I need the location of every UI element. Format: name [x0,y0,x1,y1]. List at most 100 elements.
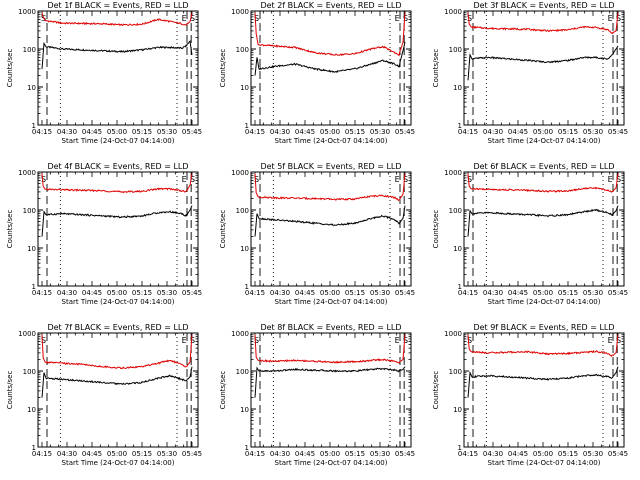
y-tick-label: 1000 [231,330,249,338]
y-tick-label: 10 [453,245,462,253]
start-marker: S [190,14,195,23]
y-tick-label: 100 [23,207,36,215]
panel-title: Det 8f BLACK = Events, RED = LLD [260,323,401,332]
x-tick-label: 05:45 [182,450,202,458]
x-tick-label: 05:30 [583,289,603,297]
y-axis-label: Counts/sec [219,49,227,88]
y-tick-label: 1000 [18,169,36,177]
start-marker: S [616,175,621,184]
events-series-line [254,42,406,76]
y-tick-label: 1 [32,283,36,291]
x-tick-label: 05:00 [533,128,553,136]
end-marker: E [182,14,187,23]
x-tick-label: 04:15 [245,289,265,297]
start-marker: S [403,175,408,184]
panel-title: Det 1f BLACK = Events, RED = LLD [47,1,188,10]
x-tick-label: 04:30 [270,289,290,297]
y-tick-label: 10 [453,84,462,92]
y-tick-label: 1 [32,122,36,130]
y-tick-label: 10 [27,84,36,92]
x-tick-label: 05:15 [558,289,578,297]
x-tick-label: 05:30 [370,450,390,458]
x-tick-label: 05:15 [345,450,365,458]
x-tick-label: 04:15 [32,128,52,136]
panel-title: Det 2f BLACK = Events, RED = LLD [260,1,401,10]
start-marker: S [616,336,621,345]
y-tick-label: 1 [245,283,249,291]
panel-det-6: Det 6f BLACK = Events, RED = LLD 1 10 100 10… [432,162,628,306]
events-series-line [41,40,193,69]
lld-series-line [41,12,193,27]
x-tick-label: 05:45 [182,128,202,136]
y-tick-label: 1 [458,444,462,452]
x-tick-label: 04:45 [295,289,315,297]
x-tick-label: 05:00 [320,450,340,458]
x-tick-label: 05:30 [583,128,603,136]
y-tick-label: 100 [236,368,249,376]
y-axis-label: Counts/sec [219,210,227,249]
y-tick-label: 100 [23,368,36,376]
lld-series-line [41,334,193,370]
y-tick-label: 100 [449,46,462,54]
panel-title: Det 3f BLACK = Events, RED = LLD [473,1,614,10]
x-tick-label: 04:30 [270,450,290,458]
lld-series-line [254,173,406,202]
y-tick-label: 1 [245,122,249,130]
x-tick-label: 05:30 [157,128,177,136]
plot-frame [37,171,199,287]
start-marker: S [41,175,46,184]
start-marker: S [41,336,46,345]
x-tick-label: 04:15 [458,289,478,297]
y-tick-label: 1000 [444,8,462,16]
x-tick-label: 05:45 [608,128,628,136]
panel-det-9: Det 9f BLACK = Events, RED = LLD 1 10 100 10… [432,323,628,467]
y-axis-label: Counts/sec [432,371,440,410]
start-marker: S [467,14,472,23]
events-series-line [467,366,619,398]
lld-series-line [254,12,406,57]
panel-title: Det 9f BLACK = Events, RED = LLD [473,323,614,332]
plot-frame [463,10,625,126]
panel-title: Det 4f BLACK = Events, RED = LLD [47,162,188,171]
x-tick-label: 04:45 [508,128,528,136]
panel-det-3: Det 3f BLACK = Events, RED = LLD 1 10 100 10… [432,1,628,145]
x-axis-label: Start Time (24-Oct-07 04:14:00) [275,298,388,306]
x-tick-label: 05:15 [132,289,152,297]
x-tick-label: 04:30 [57,450,77,458]
x-tick-label: 04:30 [57,289,77,297]
x-tick-label: 05:00 [320,128,340,136]
plot-frame [250,171,412,287]
y-tick-label: 10 [27,245,36,253]
lld-series-line [41,173,193,194]
events-series-line [467,205,619,237]
panel-det-7: Det 7f BLACK = Events, RED = LLD 1 10 100 10… [6,323,202,467]
x-tick-label: 05:15 [345,128,365,136]
y-tick-label: 100 [23,46,36,54]
x-tick-label: 04:30 [270,128,290,136]
panel-det-8: Det 8f BLACK = Events, RED = LLD 1 10 100 10… [219,323,415,467]
start-marker: S [254,175,259,184]
y-tick-label: 1000 [18,330,36,338]
y-tick-label: 1000 [444,330,462,338]
x-tick-label: 04:15 [245,128,265,136]
y-tick-label: 1 [458,283,462,291]
lld-series-line [467,334,619,358]
y-axis-label: Counts/sec [432,210,440,249]
x-axis-label: Start Time (24-Oct-07 04:14:00) [488,459,601,467]
x-tick-label: 05:45 [182,289,202,297]
x-tick-label: 04:45 [508,289,528,297]
y-tick-label: 1000 [444,169,462,177]
plot-frame [463,171,625,287]
x-tick-label: 05:30 [157,289,177,297]
x-tick-label: 04:45 [82,450,102,458]
x-tick-label: 05:00 [107,289,127,297]
panel-det-5: Det 5f BLACK = Events, RED = LLD 1 10 100 10… [219,162,415,306]
events-series-line [41,205,193,237]
x-tick-label: 05:45 [395,289,415,297]
x-axis-label: Start Time (24-Oct-07 04:14:00) [62,137,175,145]
events-series-line [254,205,406,237]
x-tick-label: 05:00 [533,289,553,297]
x-tick-label: 05:15 [132,128,152,136]
x-tick-label: 05:30 [583,450,603,458]
y-tick-label: 10 [240,245,249,253]
